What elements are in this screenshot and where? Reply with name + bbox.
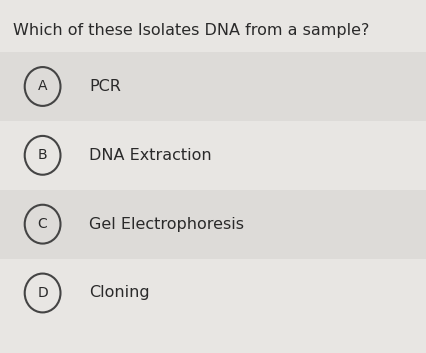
- FancyBboxPatch shape: [0, 190, 426, 258]
- Ellipse shape: [25, 136, 60, 175]
- Text: D: D: [37, 286, 48, 300]
- Ellipse shape: [25, 67, 60, 106]
- Text: Which of these Isolates DNA from a sample?: Which of these Isolates DNA from a sampl…: [13, 23, 369, 38]
- Text: B: B: [38, 148, 47, 162]
- Ellipse shape: [25, 205, 60, 244]
- Ellipse shape: [25, 274, 60, 312]
- FancyBboxPatch shape: [0, 52, 426, 121]
- Text: Cloning: Cloning: [89, 286, 150, 300]
- Text: A: A: [38, 79, 47, 94]
- Text: DNA Extraction: DNA Extraction: [89, 148, 212, 163]
- FancyBboxPatch shape: [0, 121, 426, 190]
- Text: C: C: [38, 217, 47, 231]
- Text: Gel Electrophoresis: Gel Electrophoresis: [89, 217, 245, 232]
- FancyBboxPatch shape: [0, 258, 426, 328]
- Text: PCR: PCR: [89, 79, 121, 94]
